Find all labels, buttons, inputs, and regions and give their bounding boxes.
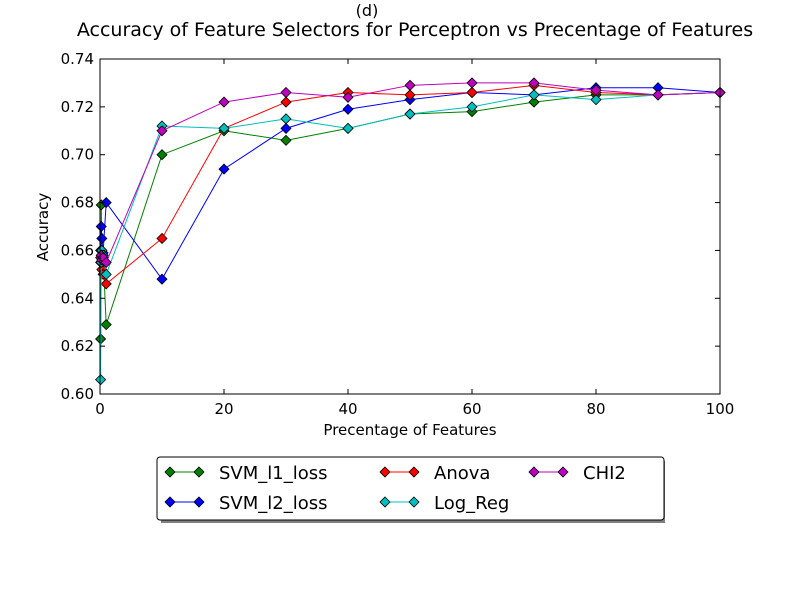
legend-item-log-reg: Log_Reg [379,493,509,514]
data-point-log-reg [590,94,602,106]
legend-marker [379,496,391,508]
legend-item-svm-l1-loss: SVM_l1_loss [164,463,328,484]
legend-marker [193,496,205,508]
legend-label: Log_Reg [434,493,509,514]
legend-marker [408,466,420,478]
data-point-log-reg [280,113,292,125]
x-tick-label: 20 [214,400,233,418]
data-point-chi2 [100,256,112,268]
data-point-log-reg [528,89,540,101]
data-point-chi2 [590,84,602,96]
series-log-reg [95,86,726,386]
data-point-svm-l1-loss [100,319,112,331]
y-axis: 0.60 0.62 0.64 0.66 0.68 0.70 0.72 0.74 [61,50,720,403]
y-tick-label: 0.72 [61,98,94,116]
data-point-svm-l2-loss [95,220,107,233]
x-axis: 0 20 40 60 80 100 [95,59,734,418]
data-point-anova [100,278,112,290]
data-point-svm-l2-loss [342,103,354,115]
data-point-chi2 [342,91,354,103]
y-tick-label: 0.64 [61,289,94,307]
y-tick-label: 0.74 [61,50,94,68]
legend-marker [164,496,176,508]
data-point-chi2 [466,77,478,89]
legend-label: SVM_l1_loss [219,463,328,484]
data-point-chi2 [280,86,292,99]
data-point-log-reg [342,122,354,134]
legend-item-chi2: CHI2 [528,463,626,484]
x-axis-label: Precentage of Features [323,421,496,439]
legend-item-anova: Anova [379,463,490,484]
y-axis-label: Accuracy [34,193,52,262]
x-tick-label: 80 [586,400,605,418]
y-tick-label: 0.66 [61,241,94,259]
legend-marker [379,466,391,478]
data-point-svm-l2-loss [96,232,108,245]
data-point-svm-l2-loss [156,273,168,285]
data-point-svm-l2-loss [280,122,292,134]
data-point-log-reg [95,374,107,386]
legend-marker [408,496,420,508]
y-tick-label: 0.68 [61,194,94,212]
data-point-log-reg [404,108,416,120]
x-tick-label: 40 [338,400,357,418]
legend-marker [164,466,176,478]
legend-label: Anova [434,463,490,484]
data-point-chi2 [652,89,664,101]
data-point-log-reg [218,122,230,134]
series-line-svm-l1-loss [100,92,721,339]
legend-marker [528,466,540,478]
data-point-anova [280,96,292,108]
legend-label: SVM_l2_loss [219,493,328,514]
x-tick-label: 0 [95,400,105,418]
data-point-svm-l1-loss [528,96,540,108]
data-point-log-reg [466,101,478,113]
data-point-svm-l2-loss [218,163,230,175]
legend-marker [557,466,569,478]
data-point-svm-l1-loss [156,149,168,161]
chart-subtitle: (d) [356,1,379,20]
plot-frame [99,58,721,395]
x-tick-label: 100 [706,400,735,418]
chart-title: Accuracy of Feature Selectors for Percep… [77,19,753,41]
y-tick-label: 0.62 [61,337,94,355]
data-point-chi2 [156,125,168,137]
legend-marker [193,466,205,478]
legend-label: CHI2 [583,463,626,484]
data-point-chi2 [404,79,416,91]
y-tick-label: 0.70 [61,146,94,164]
data-point-chi2 [218,96,230,108]
data-point-anova [404,89,416,101]
y-tick-label: 0.60 [61,385,94,403]
series-chi2 [95,77,726,268]
series-svm-l1-loss [95,86,726,345]
legend: SVM_l1_loss SVM_l2_loss Anova Log_Reg CHI2 [156,456,665,523]
series-line-log-reg [100,92,721,380]
data-point-svm-l2-loss [100,197,112,209]
plot-area [95,77,726,386]
data-point-anova [466,86,478,99]
legend-item-svm-l2-loss: SVM_l2_loss [164,493,328,514]
data-point-anova [156,232,168,245]
data-point-chi2 [528,77,540,89]
data-point-svm-l1-loss [280,134,292,146]
x-tick-label: 60 [462,400,481,418]
data-point-log-reg [100,268,112,280]
